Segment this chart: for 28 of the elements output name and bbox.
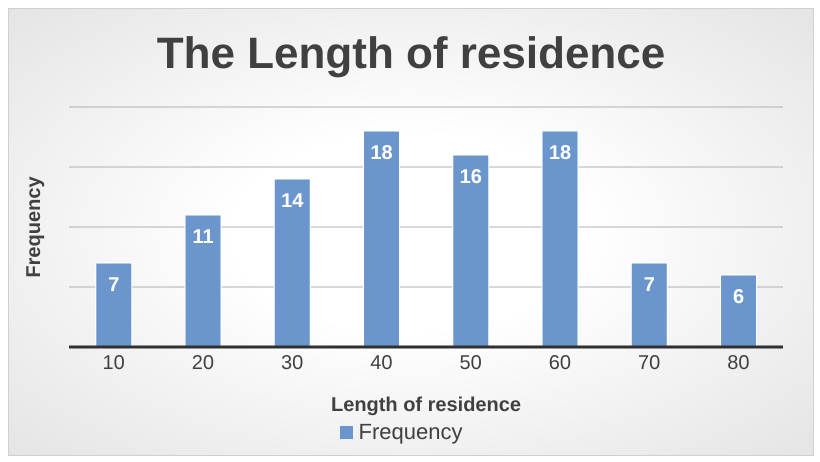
- bar: [95, 262, 132, 347]
- x-tick-label: 10: [102, 352, 125, 374]
- x-tick-label: 80: [727, 352, 750, 374]
- data-label: 11: [192, 226, 214, 248]
- data-label: 18: [548, 142, 572, 164]
- x-axis-title: Length of residence: [330, 394, 522, 416]
- data-label: 6: [732, 286, 744, 308]
- x-tick-label: 60: [548, 352, 571, 374]
- bar: [542, 130, 579, 347]
- chart-title: The Length of residence: [156, 28, 666, 80]
- bar: [452, 154, 490, 347]
- data-label: 18: [370, 142, 393, 164]
- data-label: 7: [108, 274, 120, 296]
- x-tick-label: 70: [638, 352, 660, 374]
- bar: [630, 262, 668, 347]
- data-label: 7: [644, 274, 655, 296]
- bar: [363, 130, 400, 347]
- data-label: 14: [281, 190, 304, 212]
- x-tick-label: 20: [192, 352, 214, 374]
- bar: [720, 274, 758, 347]
- x-tick-label: 40: [370, 352, 392, 374]
- y-axis-title: Frequency: [23, 176, 46, 278]
- x-tick-label: 50: [460, 352, 482, 374]
- bar: [274, 178, 311, 347]
- x-tick-label: 30: [281, 352, 304, 374]
- text: Frequency: [358, 419, 462, 445]
- data-label: 16: [460, 166, 482, 188]
- bar: [184, 214, 222, 347]
